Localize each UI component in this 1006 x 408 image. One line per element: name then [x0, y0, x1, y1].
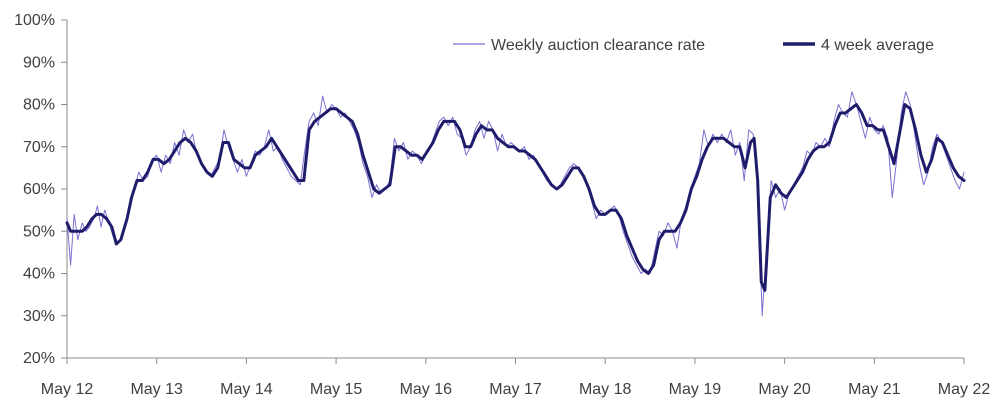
x-tick-label: May 17: [489, 381, 542, 398]
x-tick-label: May 14: [220, 381, 273, 398]
series-lines: [65, 91, 966, 317]
x-tick-label: May 20: [758, 381, 811, 398]
weekly-clearance-rate-legend-label: Weekly auction clearance rate: [491, 37, 705, 54]
x-tick-label: May 12: [41, 381, 94, 398]
x-tick-label: May 16: [400, 381, 453, 398]
y-tick-label: 60%: [23, 181, 55, 198]
y-tick-label: 50%: [23, 223, 55, 240]
four-week-average-legend-label: 4 week average: [821, 37, 934, 54]
y-tick-label: 90%: [23, 54, 55, 71]
four-week-average-line: [65, 103, 966, 292]
y-tick-label: 70%: [23, 139, 55, 156]
x-tick-label: May 19: [669, 381, 722, 398]
x-tick-label: May 21: [848, 381, 901, 398]
y-tick-label: 80%: [23, 97, 55, 114]
legend: Weekly auction clearance rate 4 week aver…: [453, 37, 934, 54]
y-tick-label: 40%: [23, 266, 55, 283]
x-tick-label: May 15: [310, 381, 363, 398]
y-tick-label: 20%: [23, 350, 55, 367]
x-tick-label: May 18: [579, 381, 632, 398]
axes: 20% 30% 40% 50% 60% 70% 80% 90% 100% May 12 May 13…: [14, 12, 990, 398]
weekly-clearance-rate-line: [66, 91, 965, 317]
x-tick-label: May 13: [130, 381, 183, 398]
x-tick-label: May 22: [938, 381, 991, 398]
y-tick-label: 100%: [14, 12, 55, 29]
y-tick-label: 30%: [23, 308, 55, 325]
